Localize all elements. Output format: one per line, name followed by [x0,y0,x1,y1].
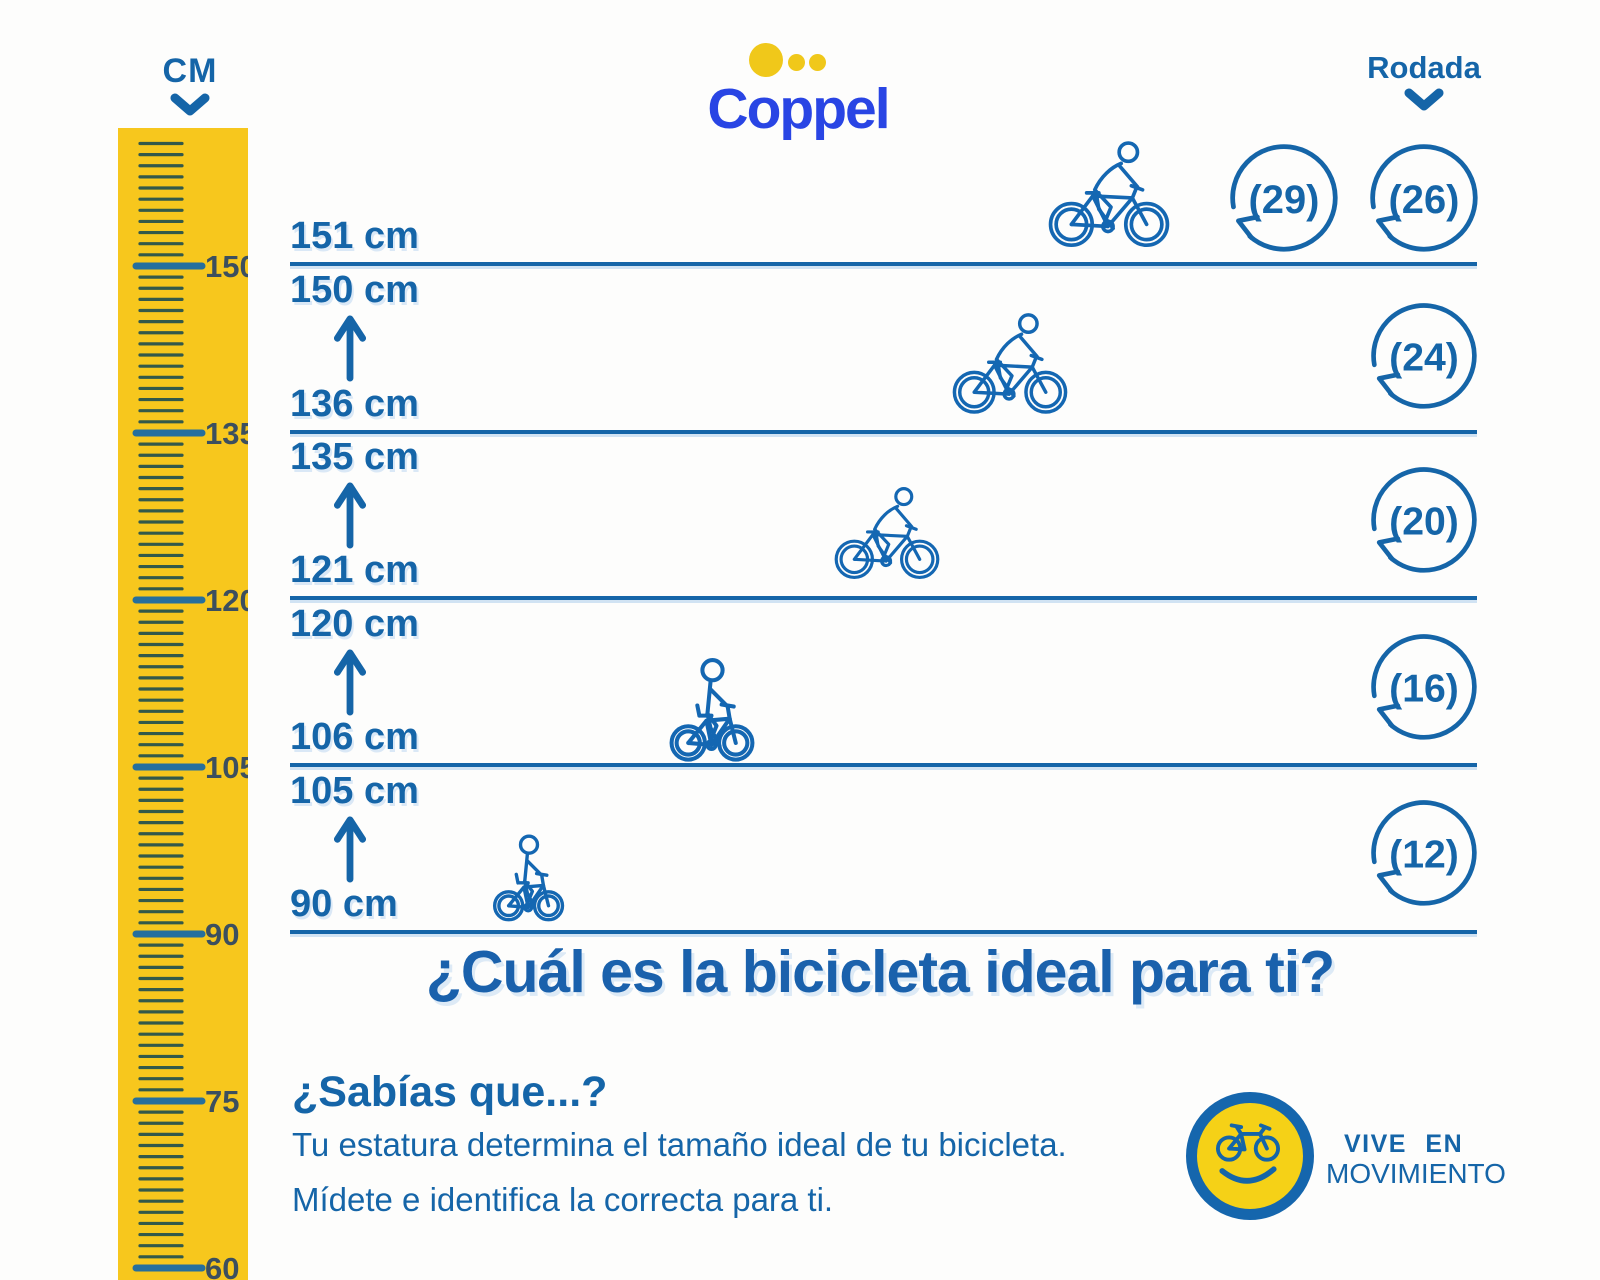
svg-text:(12): (12) [1389,833,1459,876]
height-label-105: 105 cm [290,770,419,812]
wheel-size-circle-29: (29) [1227,141,1341,255]
svg-text:90: 90 [205,917,239,952]
chevron-down-icon [170,93,210,116]
height-label-136: 136 cm [290,383,419,425]
child-cyclist-icon [666,655,759,762]
height-label-120: 120 cm [290,603,419,645]
cm-label: CM [162,52,218,90]
chevron-down-icon [1404,88,1444,111]
height-label-90: 90 cm [290,883,398,925]
svg-text:150: 150 [205,249,248,284]
svg-text:120: 120 [205,583,248,618]
rodada-label: Rodada [1367,50,1481,85]
facts-line-2: Mídete e identifica la correcta para ti. [292,1181,834,1218]
coppel-wordmark: Coppel [707,77,890,141]
wheel-size-circle-12: (12) [1368,797,1480,909]
badge-text-movimiento: MOVIMIENTO [1326,1158,1506,1189]
logo-dot-small-2 [809,54,826,71]
height-label-121: 121 cm [290,549,419,591]
wheel-size-circle-26: (26) [1367,141,1481,255]
logo-dot-small-1 [788,54,805,71]
cm-scale-header: CM [140,52,240,119]
svg-text:(24): (24) [1389,336,1459,379]
coppel-logo: Coppel [690,40,906,150]
adult-cyclist-icon [1048,140,1170,248]
svg-text:(29): (29) [1249,178,1320,222]
rodada-header: Rodada [1354,50,1494,114]
row-divider-90 [290,930,1477,934]
facts-heading: ¿Sabías que...? [292,1068,608,1116]
svg-text:60: 60 [205,1251,239,1280]
row-divider-151 [290,262,1477,266]
child-cyclist-icon [490,832,568,922]
adult-cyclist-icon [952,312,1068,414]
facts-line-1: Tu estatura determina el tamaño ideal de… [292,1126,1067,1163]
row-divider-106 [290,763,1477,767]
up-arrow-icon [334,816,366,883]
wheel-size-circle-24: (24) [1368,300,1480,412]
wheel-size-circle-16: (16) [1368,631,1480,743]
height-label-106: 106 cm [290,716,419,758]
svg-text:(16): (16) [1389,667,1459,710]
height-ruler: 150 135 120 105 90 75 60 [118,128,248,1280]
page-title: ¿Cuál es la bicicleta ideal para ti? [425,939,1335,1005]
bicycle-smile-icon [1215,1123,1281,1184]
smiley-bike-badge [1186,1092,1314,1220]
row-divider-136 [290,430,1477,434]
svg-text:105: 105 [205,750,248,785]
svg-text:75: 75 [205,1084,239,1119]
up-arrow-icon [334,315,366,382]
logo-dot-large [749,43,783,77]
wheel-size-circle-20: (20) [1368,464,1480,576]
height-label-151: 151 cm [290,215,419,257]
svg-text:135: 135 [205,416,248,451]
height-label-135: 135 cm [290,436,419,478]
height-label-150: 150 cm [290,269,419,311]
row-divider-121 [290,596,1477,600]
svg-text:(26): (26) [1389,178,1460,222]
up-arrow-icon [334,649,366,716]
up-arrow-icon [334,482,366,549]
svg-text:(20): (20) [1389,500,1459,543]
adult-cyclist-icon [834,486,940,580]
badge-text-vive-en: VIVE EN [1344,1130,1464,1158]
